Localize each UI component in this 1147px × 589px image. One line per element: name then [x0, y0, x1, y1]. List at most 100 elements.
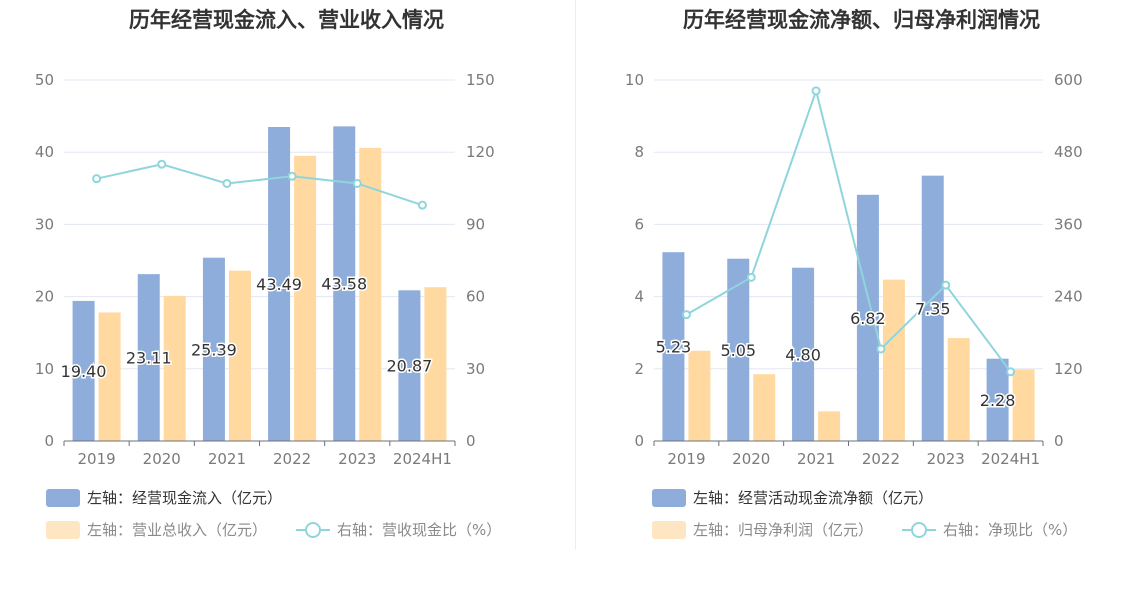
legend-item-net-cash-flow[interactable]: 左轴：经营活动现金流净额（亿元） [652, 487, 933, 508]
right-axis-tick-label: 480 [1054, 143, 1083, 161]
bar-series-2 [228, 270, 251, 441]
right-axis-tick-label: 150 [466, 71, 495, 89]
legend-label: 左轴：归母净利润（亿元） [693, 521, 874, 539]
line-point [92, 174, 102, 184]
bar-series-2 [163, 295, 186, 441]
bar-series-1 [202, 257, 225, 441]
bar-data-label: 5.05 [720, 341, 756, 360]
bar-series-1 [268, 127, 291, 441]
right-axis-tick-label: 60 [466, 288, 485, 306]
x-axis-tick-label: 2023 [927, 450, 965, 468]
left-axis-tick-label: 40 [35, 143, 54, 161]
bar-data-label: 7.35 [915, 299, 951, 318]
bar-series-1 [727, 258, 750, 441]
left-axis-tick-label: 0 [44, 432, 54, 450]
bar-data-label: 6.82 [850, 309, 886, 328]
bar-data-label: 25.39 [191, 340, 237, 359]
legend-item-net-profit[interactable]: 左轴：归母净利润（亿元） [652, 519, 873, 540]
line-series [96, 163, 423, 207]
legend-item-ratio[interactable]: 右轴：净现比（%） [902, 519, 1077, 540]
left-axis-tick-label: 20 [35, 288, 54, 306]
left-axis-tick-label: 4 [634, 288, 644, 306]
line-point [811, 86, 821, 96]
panel-divider [575, 0, 576, 550]
legend-label: 左轴：营业总收入（亿元） [87, 521, 268, 539]
legend-swatch-line [296, 521, 330, 539]
bar-series-1 [856, 194, 879, 441]
bar-series-1 [333, 126, 356, 441]
line-point [941, 280, 951, 290]
left-axis-tick-label: 0 [634, 432, 644, 450]
right-axis-tick-label: 120 [466, 143, 495, 161]
bar-series-2 [688, 350, 711, 441]
x-axis-tick-label: 2022 [862, 450, 900, 468]
bar-data-label: 2.28 [980, 391, 1016, 410]
left-axis-tick-label: 8 [634, 143, 644, 161]
left-axis-tick-label: 10 [35, 360, 54, 378]
legend-swatch-line [902, 521, 936, 539]
chart-title: 历年经营现金流入、营业收入情况 [129, 8, 444, 32]
x-axis-tick-label: 2023 [338, 450, 376, 468]
legend-item-ratio[interactable]: 右轴：营收现金比（%） [296, 519, 501, 540]
bar-series-2 [359, 147, 382, 442]
chart-panel-cash-inflow: 历年经营现金流入、营业收入情况 0 0 10 30 20 60 30 90 40 120 50 150… [0, 0, 573, 589]
left-axis-tick-label: 50 [35, 71, 54, 89]
x-axis-tick-label: 2020 [143, 450, 181, 468]
right-axis-tick-label: 30 [466, 360, 485, 378]
x-axis-tick-label: 2022 [273, 450, 311, 468]
right-axis-tick-label: 90 [466, 215, 485, 233]
x-axis-tick-label: 2019 [667, 450, 705, 468]
bar-data-label: 5.23 [656, 338, 692, 357]
line-point [287, 171, 297, 181]
line-point [681, 310, 691, 320]
legend-label: 左轴：经营现金流入（亿元） [87, 489, 283, 507]
line-point [417, 200, 427, 210]
bar-series-1 [986, 358, 1009, 441]
line-series [685, 87, 1012, 373]
x-axis-tick-label: 2021 [797, 450, 835, 468]
bar-data-label: 43.58 [321, 275, 367, 294]
bar-series-1 [137, 274, 160, 441]
legend-swatch-bar-blue [46, 488, 80, 507]
right-axis-tick-label: 600 [1054, 71, 1083, 89]
legend-item-revenue[interactable]: 左轴：营业总收入（亿元） [46, 519, 267, 540]
legend-label: 右轴：净现比（%） [943, 521, 1078, 539]
legend-item-cash-inflow[interactable]: 左轴：经营现金流入（亿元） [46, 487, 282, 508]
legend-swatch-bar-orange [652, 520, 686, 539]
bar-series-2 [818, 411, 841, 441]
legend-swatch-bar-orange [46, 520, 80, 539]
x-axis-tick-label: 2021 [208, 450, 246, 468]
line-point [352, 178, 362, 188]
bar-data-label: 43.49 [256, 275, 302, 294]
chart-panel-net-cash-flow: 历年经营现金流净额、归母净利润情况 0 0 2 120 4 240 6 360 8 480 10 60… [576, 0, 1147, 589]
chart-plot-area: 0 0 2 120 4 240 6 360 8 480 10 600 2019 2020 2021 2022 2… [625, 71, 1083, 468]
bar-series-2 [947, 338, 970, 441]
legend-label: 左轴：经营活动现金流净额（亿元） [693, 489, 934, 507]
bar-series-2 [98, 312, 121, 441]
right-axis-tick-label: 120 [1054, 360, 1083, 378]
bar-series-2 [753, 374, 776, 441]
x-axis-tick-label: 2019 [77, 450, 115, 468]
bar-data-label: 4.80 [785, 345, 821, 364]
x-axis-tick-label: 2024H1 [393, 450, 452, 468]
legend-swatch-bar-blue [652, 488, 686, 507]
bar-series-1 [921, 175, 944, 442]
bar-series-2 [424, 287, 447, 441]
line-point [876, 344, 886, 354]
bar-series-2 [1012, 369, 1035, 441]
left-axis-tick-label: 30 [35, 215, 54, 233]
line-point [157, 159, 167, 169]
bar-data-label: 19.40 [61, 362, 107, 381]
left-axis-tick-label: 10 [625, 71, 644, 89]
right-axis-tick-label: 360 [1054, 215, 1083, 233]
line-point [1006, 367, 1016, 377]
bar-series-2 [882, 279, 905, 441]
bar-series-2 [294, 155, 317, 441]
legend-label: 右轴：营收现金比（%） [337, 521, 502, 539]
chart-title: 历年经营现金流净额、归母净利润情况 [683, 8, 1040, 32]
bar-series-1 [792, 267, 815, 441]
x-axis-tick-label: 2020 [732, 450, 770, 468]
chart-plot-area: 0 0 10 30 20 60 30 90 40 120 50 150 2019 2020 2021 2022… [35, 71, 495, 468]
right-axis-tick-label: 0 [466, 432, 476, 450]
line-point [746, 272, 756, 282]
